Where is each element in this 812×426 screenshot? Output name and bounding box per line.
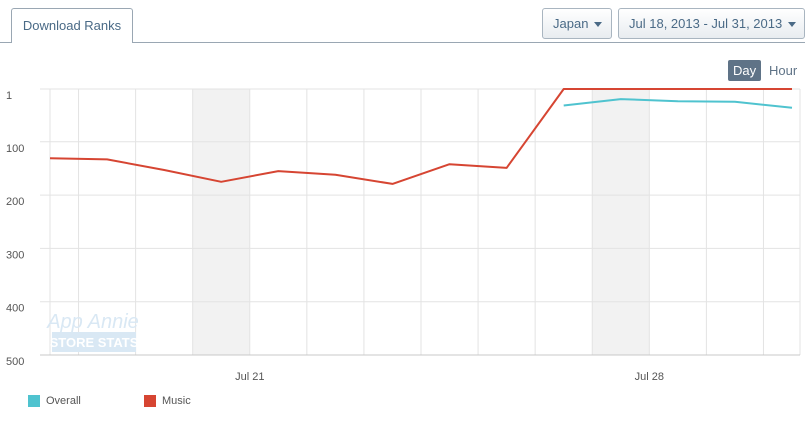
chevron-down-icon (788, 22, 797, 28)
legend-swatch-overall (28, 395, 40, 407)
weekend-band (192, 89, 250, 355)
tab-underline (133, 42, 805, 43)
legend-label-overall: Overall (46, 395, 81, 407)
y-tick-label: 300 (6, 249, 24, 261)
date-range-label: Jul 18, 2013 - Jul 31, 2013 (629, 16, 783, 31)
y-tick-label: 1 (6, 90, 12, 102)
chevron-down-icon (594, 22, 603, 28)
x-tick-label: Jul 28 (635, 371, 664, 383)
y-tick-label: 100 (6, 143, 24, 155)
legend-item-overall[interactable]: Overall (28, 395, 81, 407)
y-tick-label: 400 (6, 303, 24, 315)
day-toggle-button[interactable]: Day (728, 60, 762, 81)
country-dropdown[interactable]: Japan (542, 8, 612, 39)
tab-underline-left (0, 42, 11, 43)
legend-item-music[interactable]: Music (144, 395, 191, 407)
country-label: Japan (553, 16, 589, 31)
tab-download-ranks[interactable]: Download Ranks (11, 8, 133, 43)
watermark-line1: App Annie (46, 311, 139, 333)
watermark-badge (52, 332, 136, 352)
series-line-overall (563, 98, 793, 109)
legend-label-music: Music (162, 395, 191, 407)
legend-swatch-music (144, 395, 156, 407)
date-range-dropdown[interactable]: Jul 18, 2013 - Jul 31, 2013 (618, 8, 805, 39)
y-tick-label: 200 (6, 196, 24, 208)
app-annie-watermark: App Annie STORE STATS (46, 311, 139, 352)
series-line-music (49, 88, 792, 185)
hour-toggle-button[interactable]: Hour (769, 63, 798, 78)
watermark-line2: STORE STATS (50, 335, 139, 350)
y-tick-label: 500 (6, 356, 24, 368)
x-tick-label: Jul 21 (235, 371, 264, 383)
weekend-band (592, 89, 650, 355)
